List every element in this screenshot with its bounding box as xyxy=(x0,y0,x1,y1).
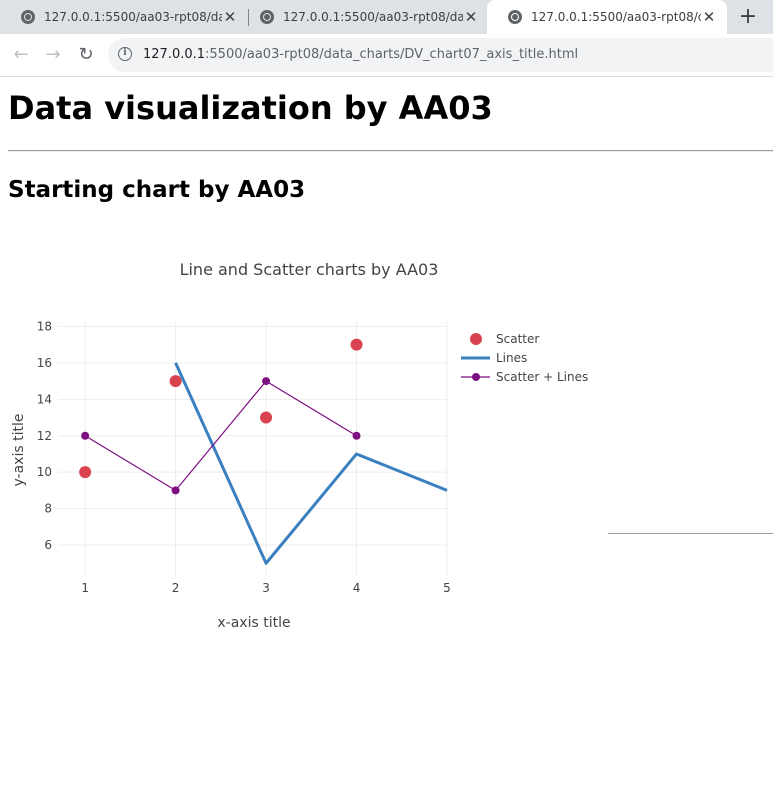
globe-icon xyxy=(508,10,522,24)
y-tick-label: 12 xyxy=(37,429,52,443)
reload-button[interactable]: ↻ xyxy=(78,44,94,65)
data-point-series-3[interactable] xyxy=(262,377,271,386)
new-tab-button[interactable]: + xyxy=(738,4,758,29)
address-bar[interactable]: i 127.0.0.1:5500/aa03-rpt08/data_charts/… xyxy=(108,38,773,72)
tab-title: 127.0.0.1:5500/aa03-rpt08/dat xyxy=(531,10,701,24)
y-tick-label: 14 xyxy=(37,392,52,406)
y-tick-label: 16 xyxy=(37,356,52,370)
y-tick-label: 10 xyxy=(37,465,52,479)
data-point-series-1[interactable] xyxy=(169,375,182,388)
globe-icon xyxy=(21,10,35,24)
series-line-2[interactable] xyxy=(174,362,448,565)
x-tick-label: 4 xyxy=(353,581,361,595)
info-icon[interactable]: i xyxy=(118,47,132,61)
legend-item[interactable]: Scatter + Lines xyxy=(461,370,588,384)
legend[interactable]: Scatter Lines Scatter + Lines xyxy=(461,332,588,384)
plot-area[interactable] xyxy=(79,338,448,565)
data-point-series-1[interactable] xyxy=(260,411,273,424)
x-axis-title: x-axis title xyxy=(217,615,290,631)
legend-swatch-marker xyxy=(472,373,480,381)
chart-title: Line and Scatter charts by AA03 xyxy=(180,260,439,279)
legend-label: Scatter + Lines xyxy=(496,370,588,384)
y-tick-label: 6 xyxy=(44,538,52,552)
tab-3-active[interactable]: 127.0.0.1:5500/aa03-rpt08/dat ✕ xyxy=(487,0,727,34)
globe-icon xyxy=(260,10,274,24)
tab-bar: 127.0.0.1:5500/aa03-rpt08/dat ✕ 127.0.0.… xyxy=(0,0,773,34)
y-tick-label: 18 xyxy=(37,319,52,333)
divider xyxy=(608,533,773,534)
close-icon[interactable]: ✕ xyxy=(702,8,716,26)
data-point-series-3[interactable] xyxy=(171,486,180,495)
legend-item[interactable]: Lines xyxy=(461,351,527,365)
x-tick-label: 3 xyxy=(262,581,270,595)
legend-swatch-marker xyxy=(470,333,482,345)
close-icon[interactable]: ✕ xyxy=(223,8,237,26)
legend-label: Lines xyxy=(496,351,527,365)
url-path: :5500/aa03-rpt08/data_charts/DV_chart07_… xyxy=(205,47,579,62)
x-tick-label: 1 xyxy=(81,581,89,595)
tab-2[interactable]: 127.0.0.1:5500/aa03-rpt08/dat ✕ xyxy=(239,0,489,34)
tab-separator xyxy=(248,9,249,26)
grid xyxy=(58,321,448,576)
forward-button[interactable]: → xyxy=(45,44,61,65)
tab-1[interactable]: 127.0.0.1:5500/aa03-rpt08/dat ✕ xyxy=(0,0,248,34)
legend-label: Scatter xyxy=(496,332,539,346)
x-tick-label: 5 xyxy=(443,581,451,595)
x-tick-label: 2 xyxy=(172,581,180,595)
back-button[interactable]: ← xyxy=(13,44,29,65)
tab-title: 127.0.0.1:5500/aa03-rpt08/dat xyxy=(283,10,463,24)
data-point-series-1[interactable] xyxy=(79,466,92,479)
divider xyxy=(8,150,773,152)
close-icon[interactable]: ✕ xyxy=(464,8,478,26)
data-point-series-1[interactable] xyxy=(350,338,363,351)
tab-title: 127.0.0.1:5500/aa03-rpt08/dat xyxy=(44,10,222,24)
y-tick-label: 8 xyxy=(44,502,52,516)
data-point-series-3[interactable] xyxy=(352,431,361,440)
url-text[interactable]: 127.0.0.1:5500/aa03-rpt08/data_charts/DV… xyxy=(143,47,578,62)
page-title: Data visualization by AA03 xyxy=(8,89,493,127)
browser-toolbar: ← → ↻ i 127.0.0.1:5500/aa03-rpt08/data_c… xyxy=(0,34,773,77)
series-line-3[interactable] xyxy=(84,380,357,491)
y-axis-title: y-axis title xyxy=(11,414,27,487)
legend-item[interactable]: Scatter xyxy=(470,332,539,346)
url-host: 127.0.0.1 xyxy=(143,47,206,62)
data-point-series-3[interactable] xyxy=(81,431,90,440)
section-title: Starting chart by AA03 xyxy=(8,177,306,203)
